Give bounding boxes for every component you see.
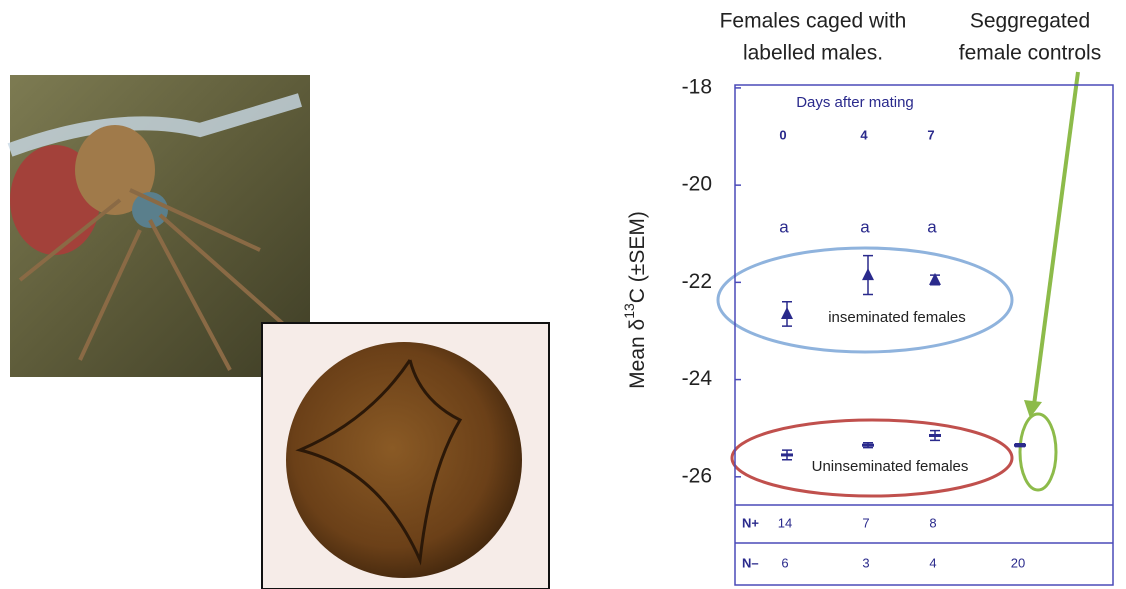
- data-point: [862, 268, 874, 281]
- table-cell: 4: [929, 555, 936, 570]
- data-point: [862, 443, 874, 447]
- x-category-label: 4: [860, 127, 868, 142]
- y-tick-label: -24: [682, 367, 713, 390]
- y-label-sup: 13: [621, 303, 637, 319]
- header: Days after mating: [796, 94, 914, 111]
- y-label-part: Mean δ: [626, 319, 649, 389]
- arrow: [1032, 71, 1080, 406]
- mosquito-photo: [7, 75, 310, 377]
- annotation: labelled males.: [743, 42, 883, 65]
- data-point: [781, 453, 793, 457]
- series-label: Uninseminated females: [812, 458, 969, 475]
- ellipse-inseminated: [716, 246, 1014, 354]
- table-cell: 3: [862, 555, 869, 570]
- y-tick-label: -20: [682, 173, 712, 196]
- x-category-label: 7: [927, 127, 934, 142]
- annotation: female controls: [959, 42, 1101, 65]
- x-category-label: 0: [779, 127, 786, 142]
- data-point: [929, 272, 941, 285]
- y-tick-label: -18: [682, 75, 712, 98]
- plot-frame: [734, 84, 1114, 586]
- egg-photo: [261, 322, 550, 589]
- significance-letter: a: [860, 217, 870, 236]
- table-cell: 6: [781, 555, 788, 570]
- y-tick-label: -22: [682, 270, 712, 293]
- arrow-head: [1024, 400, 1042, 418]
- table-cell: 20: [1011, 555, 1025, 570]
- annotation: Seggregated: [970, 10, 1090, 33]
- table-cell: 8: [929, 515, 936, 530]
- ellipse-uninseminated: [730, 418, 1014, 498]
- row-label: N–: [742, 555, 759, 570]
- y-label-part: C (±SEM): [626, 211, 649, 303]
- data-point: [1014, 443, 1026, 447]
- data-point: [929, 433, 941, 437]
- significance-letter: a: [927, 217, 937, 236]
- significance-letter: a: [779, 217, 789, 236]
- y-axis-label: Mean δ13C (±SEM): [621, 211, 649, 389]
- row-label: N+: [742, 515, 759, 530]
- y-tick-label: -26: [682, 464, 712, 487]
- annotation: Females caged with: [720, 10, 907, 33]
- ellipse-controls: [1018, 412, 1058, 492]
- table-cell: 7: [862, 515, 869, 530]
- data-point: [781, 306, 793, 319]
- table-cell: 14: [778, 515, 792, 530]
- series-label: inseminated females: [828, 309, 966, 326]
